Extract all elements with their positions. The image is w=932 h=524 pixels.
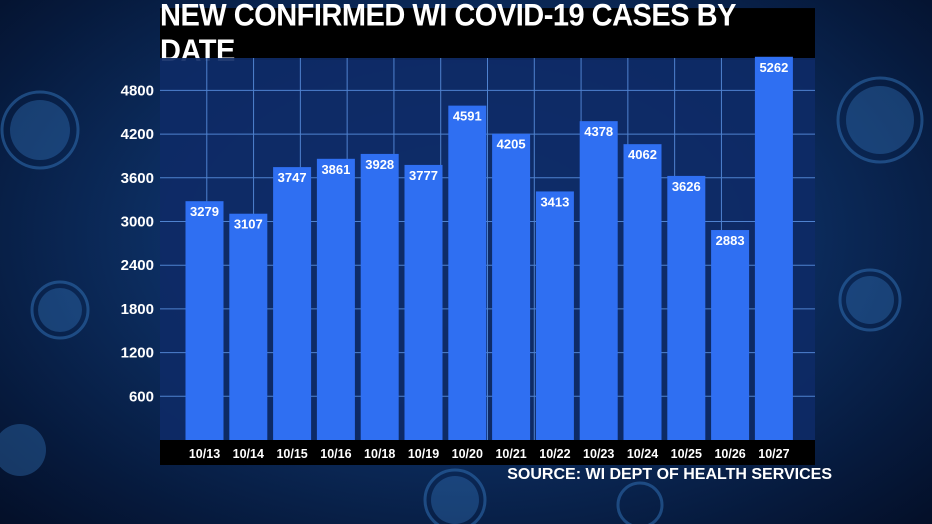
data-label: 2883 — [716, 233, 745, 248]
y-tick-label: 600 — [129, 388, 154, 405]
data-label: 4205 — [497, 137, 526, 152]
y-tick-label: 2400 — [121, 257, 154, 274]
y-tick-label: 4200 — [121, 126, 154, 143]
y-tick-label: 1800 — [121, 301, 154, 318]
data-label: 3777 — [409, 168, 438, 183]
data-label: 4591 — [453, 109, 482, 124]
bar-10/15 — [273, 167, 312, 440]
x-tick-label: 10/18 — [364, 447, 395, 461]
x-tick-label: 10/16 — [320, 447, 351, 461]
x-tick-label: 10/26 — [714, 447, 745, 461]
x-tick-label: 10/21 — [495, 447, 526, 461]
x-tick-label: 10/20 — [452, 447, 483, 461]
bar-10/19 — [404, 164, 443, 441]
source-note: SOURCE: WI DEPT OF HEALTH SERVICES — [507, 466, 832, 483]
data-label: 3861 — [321, 162, 350, 177]
bar-10/23 — [579, 121, 618, 440]
bar-10/14 — [229, 213, 268, 440]
data-label: 3413 — [540, 194, 569, 209]
x-axis-band — [160, 440, 815, 465]
bar-10/27 — [754, 56, 793, 440]
x-tick-label: 10/13 — [189, 447, 220, 461]
y-tick-label: 3000 — [121, 214, 154, 231]
x-axis-ticks: 10/13 10/14 10/15 10/16 10/18 10/19 10/20 10/21… — [189, 447, 790, 461]
bar-10/21 — [492, 133, 531, 440]
y-tick-label: 1200 — [121, 345, 154, 362]
x-tick-label: 10/27 — [758, 447, 789, 461]
bar-10/26 — [711, 230, 750, 440]
bars: 3279 3107 3747 3861 3928 3777 4591 4205 3413 4378… — [185, 56, 793, 441]
x-tick-label: 10/14 — [233, 447, 264, 461]
bar-10/16 — [316, 158, 355, 440]
data-label: 4062 — [628, 147, 657, 162]
data-label: 3928 — [365, 157, 394, 172]
data-label: 5262 — [759, 60, 788, 75]
x-tick-label: 10/25 — [671, 447, 702, 461]
data-label: 4378 — [584, 124, 613, 139]
data-label: 3626 — [672, 179, 701, 194]
x-tick-label: 10/22 — [539, 447, 570, 461]
bar-10/18 — [360, 153, 399, 440]
bar-10/24 — [623, 144, 662, 440]
bar-10/22 — [535, 191, 574, 440]
bar-10/25 — [667, 175, 706, 440]
data-label: 3279 — [190, 204, 219, 219]
y-tick-label: 3600 — [121, 170, 154, 187]
y-tick-label: 4800 — [121, 82, 154, 99]
x-tick-label: 10/24 — [627, 447, 658, 461]
data-label: 3747 — [278, 170, 307, 185]
x-tick-label: 10/23 — [583, 447, 614, 461]
bar-10/13 — [185, 201, 224, 440]
data-label: 3107 — [234, 217, 263, 232]
x-tick-label: 10/15 — [276, 447, 307, 461]
x-tick-label: 10/19 — [408, 447, 439, 461]
bar-10/20 — [448, 105, 487, 441]
y-axis-ticks: 600 1200 1800 2400 3000 3600 4200 4800 — [121, 82, 154, 405]
